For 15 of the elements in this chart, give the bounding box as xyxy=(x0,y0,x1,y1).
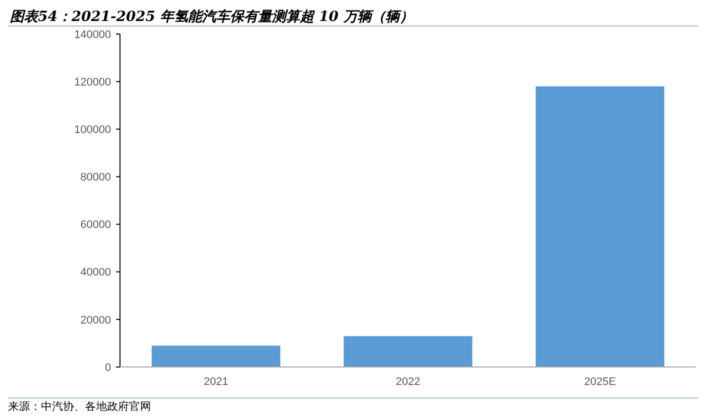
y-tick-label: 120000 xyxy=(74,76,111,88)
y-tick-label: 80000 xyxy=(80,172,111,184)
x-tick-label: 2021 xyxy=(204,376,228,388)
bar xyxy=(344,336,472,367)
bar xyxy=(152,346,280,367)
y-tick-label: 60000 xyxy=(80,219,111,232)
y-tick-label: 20000 xyxy=(80,314,111,326)
y-tick-label: 40000 xyxy=(80,266,111,279)
y-tick-label: 140000 xyxy=(74,28,111,41)
x-tick-label: 2025E xyxy=(584,376,616,388)
y-tick-label: 0 xyxy=(104,362,111,374)
y-tick-label: 100000 xyxy=(74,124,111,136)
x-tick-label: 2022 xyxy=(396,376,420,388)
chart-title: 图表54：2021-2025 年氢能汽车保有量测算超 10 万辆（辆） xyxy=(10,8,414,25)
bar xyxy=(536,86,664,367)
